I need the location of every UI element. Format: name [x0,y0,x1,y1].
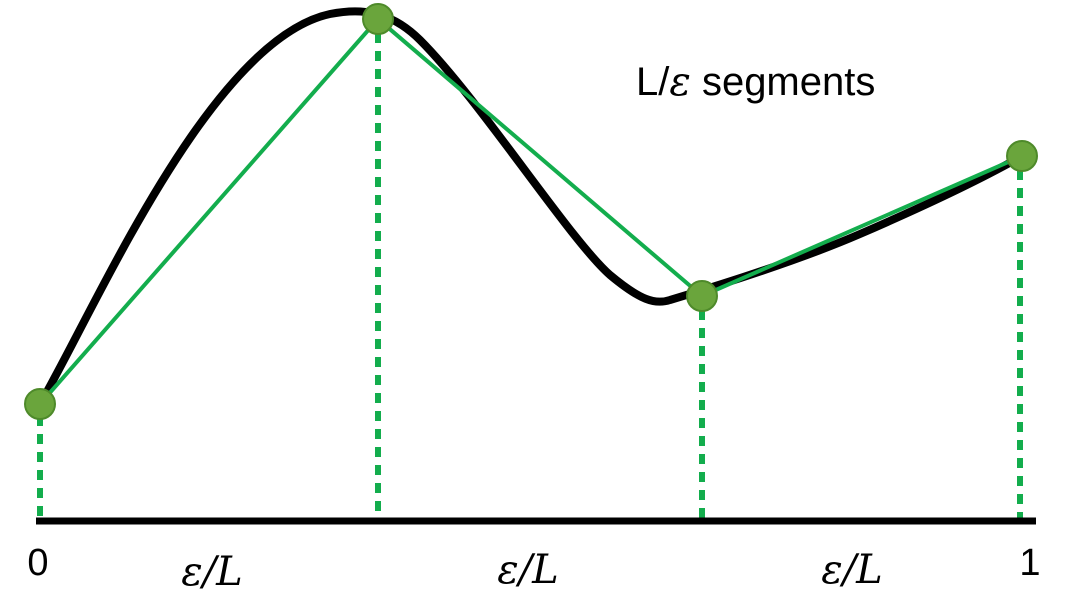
sample-point-1 [24,388,56,420]
axis-start-label: 0 [27,542,48,584]
smooth-curve [36,7,1026,408]
sample-point-2 [362,3,394,35]
segments-label-symbol: ε [669,59,690,105]
linear-approximation [38,17,1023,406]
segments-label: L/ε segments [636,59,875,105]
interval-label-1: ε/L [181,549,243,595]
sample-point-3 [686,280,718,312]
segments-label-suffix: segments [691,60,876,104]
sample-point-4 [1006,140,1038,172]
segments-label-prefix: L/ [636,60,670,104]
interval-label-2: ε/L [497,547,559,593]
interval-label-3: ε/L [821,547,883,593]
axis-end-label: 1 [1019,542,1040,584]
